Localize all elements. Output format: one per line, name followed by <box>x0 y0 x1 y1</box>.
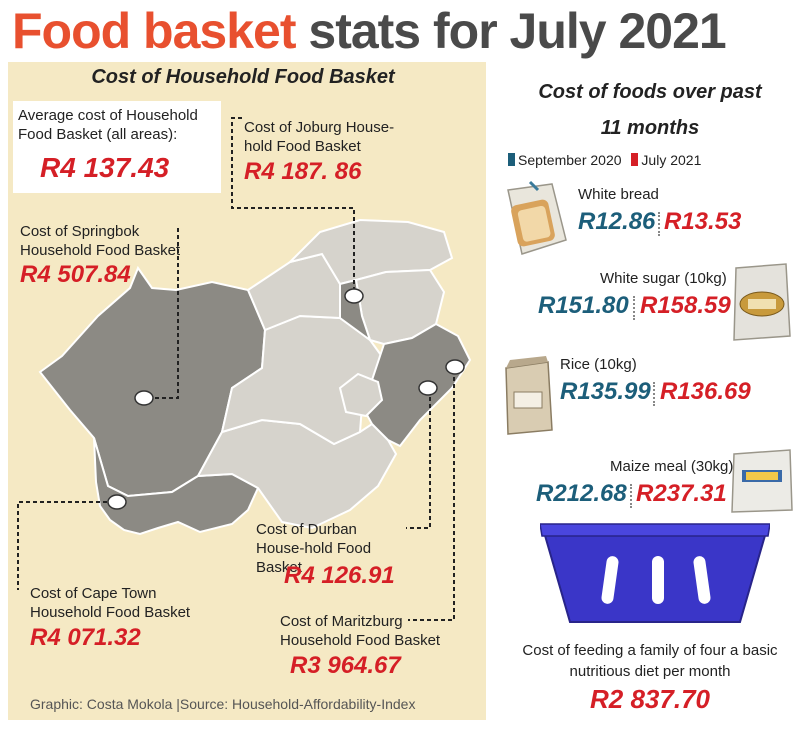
connector-maritzburg <box>408 370 455 621</box>
maritzburg-value: R3 964.67 <box>290 652 401 679</box>
legend: September 2020 July 2021 <box>508 152 701 168</box>
price-sugar-jul2021: R158.59 <box>640 292 731 319</box>
city-marker-maritzburg <box>445 359 465 375</box>
feeding-label-line2: nutritious diet per month <box>569 663 731 680</box>
connector-capetown <box>17 501 114 590</box>
average-box <box>13 101 221 193</box>
feeding-label: Cost of feeding a family of four a basic… <box>500 640 800 682</box>
legend-label-sep2020: September 2020 <box>518 152 622 168</box>
city-marker-durban <box>418 380 438 396</box>
feeding-label-line1: Cost of feeding a family of four a basic <box>522 642 778 659</box>
source-credit: Graphic: Costa Mokola |Source: Household… <box>30 696 416 712</box>
rice-bag-icon <box>505 356 553 435</box>
connector-durban <box>406 390 431 529</box>
legend-swatch-sep2020 <box>508 153 515 166</box>
springbok-label: Cost of Springbok Household Food Basket <box>20 223 181 259</box>
connector-joburg <box>231 117 355 290</box>
south-africa-map <box>17 117 472 621</box>
item-name-maize: Maize meal (30kg) <box>610 458 734 475</box>
sugar-bag-icon <box>733 263 791 341</box>
legend-swatch-jul2021 <box>631 153 639 166</box>
map-region-limpopo <box>286 218 454 286</box>
capetown-label: Cost of Cape Town Household Food Basket <box>30 585 191 621</box>
city-marker-capetown <box>107 494 127 510</box>
map-panel-title: Cost of Household Food Basket <box>91 66 395 88</box>
item-name-rice: Rice (10kg) <box>560 356 637 373</box>
price-rice-sep2020: R135.99 <box>560 378 651 405</box>
maize-bag-icon <box>731 449 793 513</box>
foods-title-line2: 11 months <box>600 117 700 139</box>
durban-value: R4 126.91 <box>284 562 395 589</box>
title-rest: stats for July 2021 <box>308 3 726 59</box>
price-maize-sep2020: R212.68 <box>536 480 627 507</box>
bread-icon <box>507 180 567 255</box>
springbok-value: R4 507.84 <box>20 261 131 288</box>
price-sugar-sep2020: R151.80 <box>538 292 629 319</box>
maritzburg-label: Cost of Maritzburg Household Food Basket <box>280 613 441 649</box>
price-bread-sep2020: R12.86 <box>578 208 656 235</box>
legend-label-jul2021: July 2021 <box>641 152 702 168</box>
separator-rice <box>653 382 655 406</box>
separator-maize <box>630 484 632 508</box>
foods-title: Cost of foods over past 11 months <box>500 74 800 146</box>
average-value: R4 137.43 <box>40 152 170 183</box>
durban-label: Cost of Durban House-hold Food Basket <box>256 521 372 576</box>
feeding-value: R2 837.70 <box>590 684 710 714</box>
average-label: Average cost of Household Food Basket (a… <box>18 107 198 143</box>
joburg-label: Cost of Joburg House-hold Food Basket <box>244 119 395 155</box>
price-rice-jul2021: R136.69 <box>660 378 751 405</box>
item-name-bread: White bread <box>578 186 659 203</box>
basket-icon <box>540 523 770 623</box>
capetown-value: R4 071.32 <box>30 624 141 651</box>
foods-title-line1: Cost of foods over past <box>538 81 762 103</box>
page-title: Food basket stats for July 2021 <box>12 2 727 60</box>
price-bread-jul2021: R13.53 <box>664 208 742 235</box>
separator-sugar <box>633 296 635 320</box>
item-name-sugar: White sugar (10kg) <box>600 270 727 287</box>
separator-bread <box>658 212 660 236</box>
title-highlight: Food basket <box>12 3 296 59</box>
city-marker-joburg <box>344 288 364 304</box>
map-region-western-cape <box>93 437 260 536</box>
map-region-lesotho <box>338 372 384 418</box>
city-marker-springbok <box>134 390 154 406</box>
joburg-value: R4 187. 86 <box>244 158 362 185</box>
price-maize-jul2021: R237.31 <box>636 480 727 507</box>
connector-springbok <box>146 228 179 399</box>
